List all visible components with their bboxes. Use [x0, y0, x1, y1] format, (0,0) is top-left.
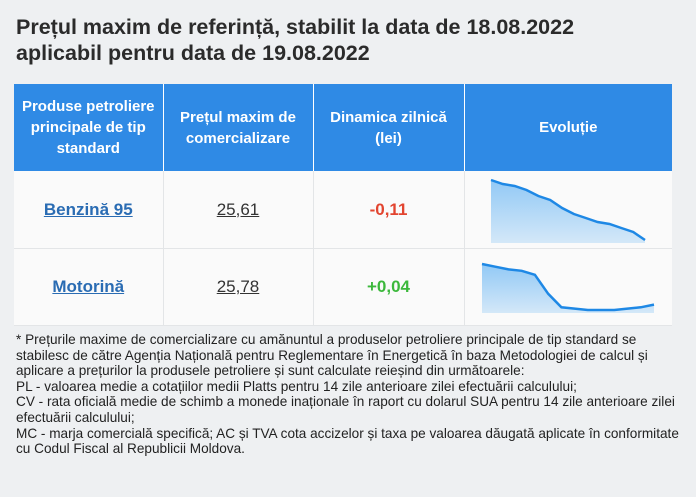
- product-link-motorina[interactable]: Motorină: [52, 277, 125, 296]
- daily-change-value: -0,11: [369, 199, 408, 219]
- title-line-1: Prețul maxim de referință, stabilit la d…: [16, 15, 575, 39]
- product-link-benzina[interactable]: Benzină 95: [43, 199, 133, 219]
- header-products: Produse petroliere principale de tip sta…: [14, 84, 164, 171]
- table-row: Benzină 95 25,61 -0,11: [14, 171, 672, 249]
- footnote-methodology: * Prețurile maxime de comercializare cu …: [16, 332, 648, 379]
- sparkline-line: [490, 178, 646, 241]
- header-daily-change: Dinamica zilnică (lei): [313, 84, 465, 171]
- header-max-price: Prețul maxim de comercializare: [163, 84, 314, 171]
- table-header-row: Produse petroliere principale de tip sta…: [14, 84, 672, 171]
- header-evolution: Evoluție: [464, 84, 672, 171]
- footnote-mc: MC - marja comercială specifică; AC și T…: [16, 425, 679, 457]
- footnotes: * Prețurile maxime de comercializare cu …: [16, 332, 680, 457]
- table-row: Motorină 25,78 +0,04: [14, 248, 672, 326]
- sparkline-chart: [481, 262, 655, 313]
- price-table: Produse petroliere principale de tip sta…: [14, 84, 672, 326]
- daily-change-value: +0,04: [366, 277, 410, 296]
- page-title: Prețul maxim de referință, stabilit la d…: [16, 14, 686, 66]
- sparkline-area: [482, 264, 655, 313]
- footnote-cv: CV - rata oficială medie de schimb a mon…: [16, 394, 675, 425]
- price-value: 25,78: [216, 277, 260, 296]
- sparkline-chart: [490, 178, 646, 243]
- footnote-pl: PL - valoarea medie a cotațiilor medii P…: [16, 378, 577, 394]
- sparkline-line: [481, 262, 655, 312]
- title-line-2: aplicabil pentru data de 19.08.2022: [16, 41, 370, 65]
- price-value: 25,61: [216, 199, 260, 219]
